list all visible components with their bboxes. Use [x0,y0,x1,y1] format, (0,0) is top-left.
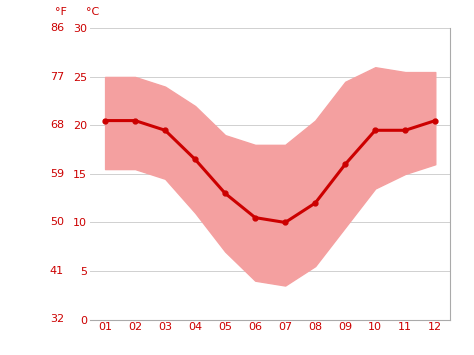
Text: 41: 41 [50,266,64,276]
Text: °F: °F [55,7,67,17]
Text: 50: 50 [50,218,64,228]
Text: 59: 59 [50,169,64,179]
Text: 86: 86 [50,23,64,33]
Text: 68: 68 [50,120,64,130]
Text: 32: 32 [50,315,64,324]
Text: 77: 77 [50,72,64,82]
Text: °C: °C [86,7,99,17]
